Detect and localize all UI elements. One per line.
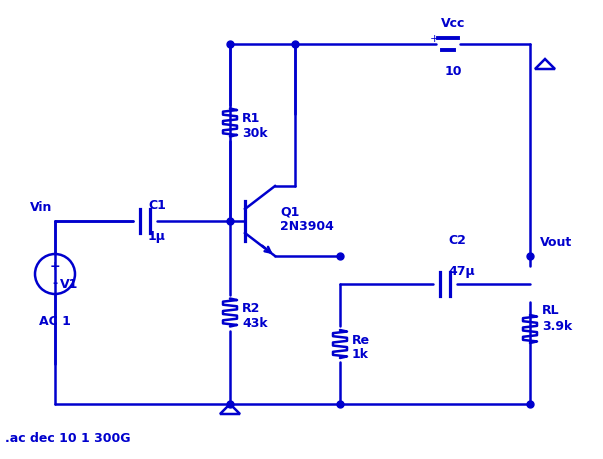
Text: C2: C2	[448, 234, 466, 246]
Text: AC 1: AC 1	[39, 314, 71, 327]
Text: R1: R1	[242, 112, 260, 125]
Text: 10: 10	[444, 65, 462, 78]
Text: 1k: 1k	[352, 348, 369, 361]
Text: R2: R2	[242, 302, 260, 314]
Text: .ac dec 10 1 300G: .ac dec 10 1 300G	[5, 431, 130, 444]
Text: 43k: 43k	[242, 316, 268, 329]
Text: Vout: Vout	[540, 235, 572, 248]
Text: RL: RL	[542, 304, 560, 317]
Text: Vcc: Vcc	[441, 17, 465, 30]
Text: -: -	[52, 276, 57, 289]
Text: Q1: Q1	[280, 205, 299, 218]
Text: 1μ: 1μ	[148, 230, 166, 242]
Text: Vin: Vin	[30, 201, 52, 213]
Text: C1: C1	[148, 199, 166, 212]
Text: +: +	[49, 260, 60, 273]
Text: +: +	[429, 34, 439, 44]
Text: 47μ: 47μ	[448, 264, 475, 277]
Text: 2N3904: 2N3904	[280, 220, 334, 233]
Text: Re: Re	[352, 333, 370, 346]
Text: V1: V1	[60, 278, 78, 291]
Text: 3.9k: 3.9k	[542, 319, 572, 332]
Text: 30k: 30k	[242, 127, 268, 140]
